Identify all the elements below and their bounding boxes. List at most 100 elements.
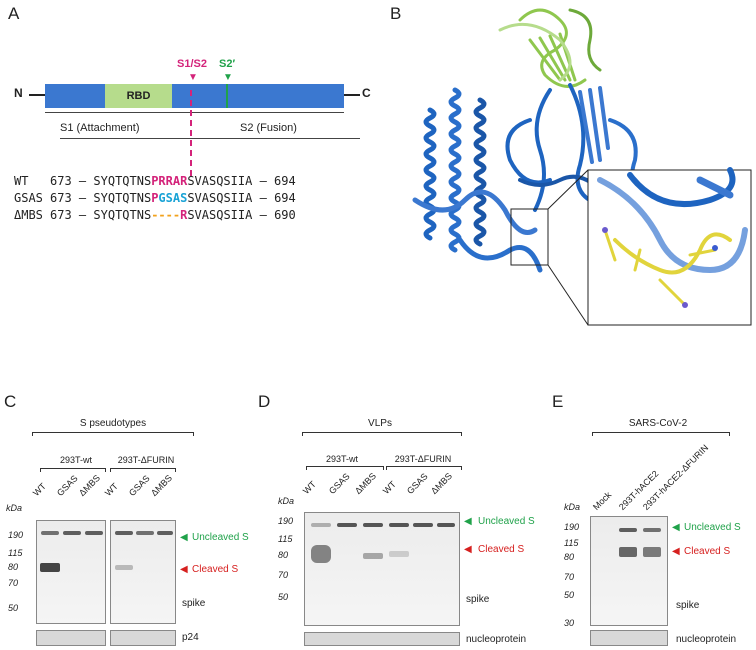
panel-c-markers: 190 115 80 70 50	[8, 520, 30, 620]
band	[363, 553, 383, 559]
panel-c-group2-bracket	[110, 468, 176, 472]
panel-d-loading	[304, 632, 460, 646]
panel-c-group2: 293T-ΔFURIN	[117, 455, 175, 465]
marker: 30	[564, 618, 575, 628]
panel-e-lanes: Mock 293T-hACE2 293T-hACE2-ΔFURIN	[591, 443, 748, 512]
marker: 115	[8, 548, 23, 558]
seq-name: WT	[14, 174, 29, 188]
seq-post: SVASQSIIA	[187, 191, 253, 205]
marker: 115	[278, 534, 293, 544]
protein-structure-illustration	[412, 8, 752, 326]
n-tail	[29, 94, 45, 96]
s1-label: S1 (Attachment)	[60, 122, 140, 134]
lane-label: GSAS	[326, 471, 352, 496]
panel-e-title: SARS-CoV-2	[628, 418, 688, 429]
panel-e-kda: kDa	[564, 502, 581, 512]
lane-label: GSAS	[126, 473, 152, 498]
panel-d-group2-bracket	[386, 466, 462, 470]
marker: 80	[278, 550, 289, 560]
panel-d-group1-bracket	[306, 466, 384, 470]
panel-e-uncleaved-label: Uncleaved S	[684, 522, 741, 533]
spike-domain-bar	[45, 84, 344, 108]
marker: 50	[564, 590, 575, 600]
rbd-label: RBD	[126, 90, 151, 102]
panel-e-markers: 190 115 80 70 50 30	[564, 516, 586, 628]
rbd-structure	[498, 8, 602, 88]
panel-e-cleaved-label: Cleaved S	[684, 546, 731, 557]
panel-d-cleaved-arrow-icon: ◀	[464, 544, 472, 555]
marker: 70	[564, 572, 575, 582]
cleavage-site-dashed-line	[190, 90, 192, 176]
lane-label: ΔMBS	[352, 470, 379, 496]
panel-e-blot	[590, 516, 668, 626]
panel-c-blot-1	[36, 520, 106, 624]
panel-a-diagram: N RBD C S1/S2 ▼ S2′ ▼ S1 (Attachment) S2…	[14, 58, 374, 208]
zoom-line-top	[547, 169, 589, 210]
zoom-line-bottom	[547, 264, 589, 326]
s2-label: S2 (Fusion)	[240, 122, 297, 134]
s1s2-marker-icon: ▼	[188, 72, 198, 83]
sequence-alignment: WT 673 – SYQTQTNSPRRARSVASQSIIA – 694 GSA…	[14, 174, 374, 234]
lane-label: Mock	[590, 489, 614, 512]
panel-d-spike-label: spike	[466, 594, 490, 605]
band	[337, 523, 357, 527]
seq-mid-gsas: GSAS	[158, 191, 188, 205]
band	[643, 528, 661, 532]
panel-c-label: C	[4, 392, 17, 411]
s2prime-marker-icon: ▼	[223, 72, 233, 83]
marker: 50	[278, 592, 289, 602]
panel-c-cleaved-label: Cleaved S	[192, 564, 239, 575]
seq-pre: SYQTQTNS	[93, 174, 152, 188]
band	[413, 523, 433, 527]
lane-label: ΔMBS	[148, 472, 175, 498]
panel-c-uncleaved-label: Uncleaved S	[192, 532, 249, 543]
panel-c-blot-2	[110, 520, 176, 624]
panel-d-lanes1: WT GSAS ΔMBS	[301, 471, 388, 506]
seq-end: 690	[274, 208, 296, 222]
seq-pre: SYQTQTNS	[93, 208, 152, 222]
panel-c-uncleaved-arrow-icon: ◀	[180, 532, 188, 543]
panel-d-label: D	[258, 392, 271, 411]
seq-deletion: ----	[151, 208, 181, 222]
seq-post: SVASQSIIA	[187, 174, 253, 188]
band	[643, 547, 661, 557]
panel-c-kda: kDa	[6, 503, 23, 513]
sequence-top-line	[60, 138, 360, 139]
seq-mid-p: P	[151, 191, 159, 205]
seq-row-wt: WT 673 – SYQTQTNSPRRARSVASQSIIA – 694	[14, 174, 296, 188]
helix-bundle	[412, 87, 543, 273]
marker: 80	[8, 562, 19, 572]
band	[389, 551, 409, 557]
panel-c-loading-1	[36, 630, 106, 646]
panel-d-uncleaved-arrow-icon: ◀	[464, 516, 472, 527]
panel-c-spike-label: spike	[182, 598, 206, 609]
panel-d-blot	[304, 512, 460, 626]
panel-d-kda: kDa	[278, 496, 295, 506]
marker: 80	[564, 552, 575, 562]
band	[311, 523, 331, 527]
seq-mid-r: R	[180, 208, 188, 222]
panel-e-spike-label: spike	[676, 600, 700, 611]
band	[311, 545, 331, 563]
band	[136, 531, 154, 535]
band	[63, 531, 81, 535]
seq-dash: –	[259, 208, 267, 222]
panel-c-loading-2	[110, 630, 176, 646]
marker: 115	[564, 538, 579, 548]
panel-c-group1: 293T-wt	[59, 455, 92, 465]
panel-d-group1: 293T-wt	[325, 454, 358, 464]
panel-c-cleaved-arrow-icon: ◀	[180, 564, 188, 575]
band	[115, 531, 133, 535]
band	[619, 528, 637, 532]
seq-row-gsas: GSAS 673 – SYQTQTNSPGSASSVASQSIIA – 694	[14, 191, 296, 205]
panel-d-markers: 190 115 80 70 50	[278, 512, 300, 612]
panel-d-nucleoprotein-label: nucleoprotein	[466, 634, 527, 645]
seq-start: 673	[50, 174, 72, 188]
panel-d-group2: 293T-ΔFURIN	[394, 454, 452, 464]
panel-a-label: A	[8, 4, 20, 23]
panel-c-title: S pseudotypes	[79, 418, 147, 429]
seq-dash: –	[78, 208, 87, 222]
panel-d-title: VLPs	[368, 418, 392, 429]
seq-dash: –	[78, 174, 87, 188]
marker: 70	[8, 578, 19, 588]
